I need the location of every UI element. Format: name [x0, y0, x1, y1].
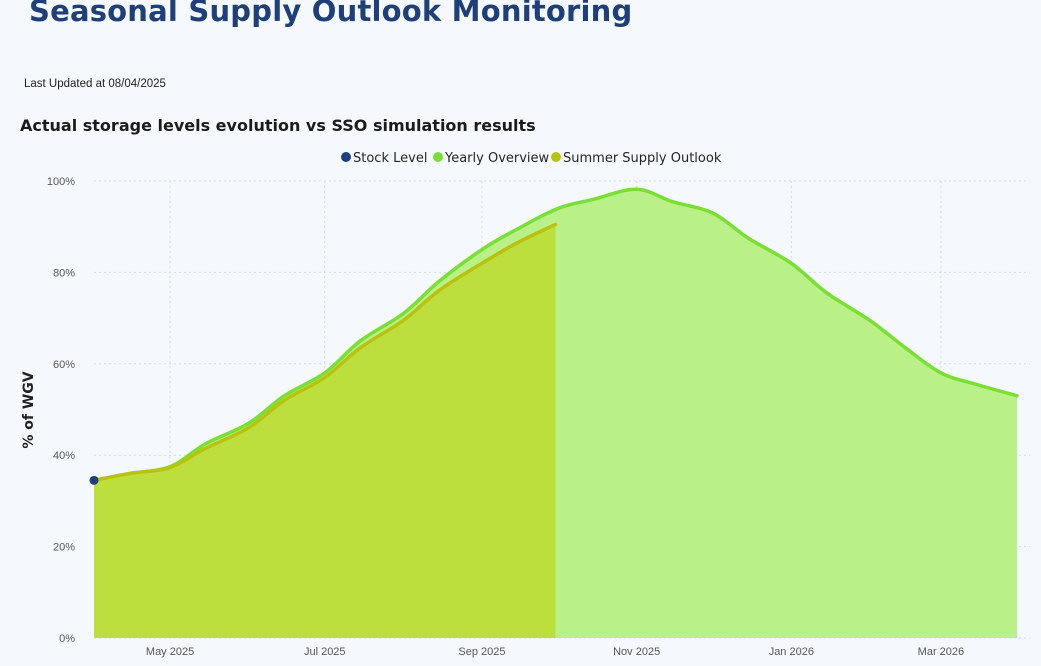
x-tick-label: Jan 2026 [769, 646, 814, 658]
x-tick-label: Nov 2025 [613, 646, 660, 658]
summer-supply-outlook-line [92, 222, 558, 483]
x-tick-label: May 2025 [146, 646, 194, 658]
x-tick-label: Jul 2025 [304, 646, 346, 658]
yearly-overview-line [92, 187, 1019, 483]
legend-label: Stock Level [353, 151, 427, 166]
legend-label: Yearly Overview [444, 151, 550, 166]
summer-supply-outlook-area [94, 224, 556, 639]
x-tick-label: Mar 2026 [918, 646, 964, 658]
page-title: Seasonal Supply Outlook Monitoring [29, 0, 633, 28]
y-axis-label: % of WGV [21, 371, 37, 448]
legend-marker [551, 152, 561, 162]
y-tick-label: 0% [59, 633, 75, 645]
x-tick-label: Sep 2025 [458, 646, 505, 658]
legend-marker [433, 152, 443, 162]
legend-label: Summer Supply Outlook [563, 151, 722, 166]
legend-marker [341, 152, 351, 162]
y-tick-label: 100% [47, 176, 75, 188]
last-updated-label: Last Updated at 08/04/2025 [24, 78, 166, 90]
y-tick-label: 20% [53, 542, 75, 554]
y-tick-label: 40% [53, 450, 75, 462]
y-tick-label: 80% [53, 267, 75, 279]
chart-title: Actual storage levels evolution vs SSO s… [20, 116, 536, 135]
stock-level-point [89, 475, 99, 485]
y-tick-label: 60% [53, 359, 75, 371]
